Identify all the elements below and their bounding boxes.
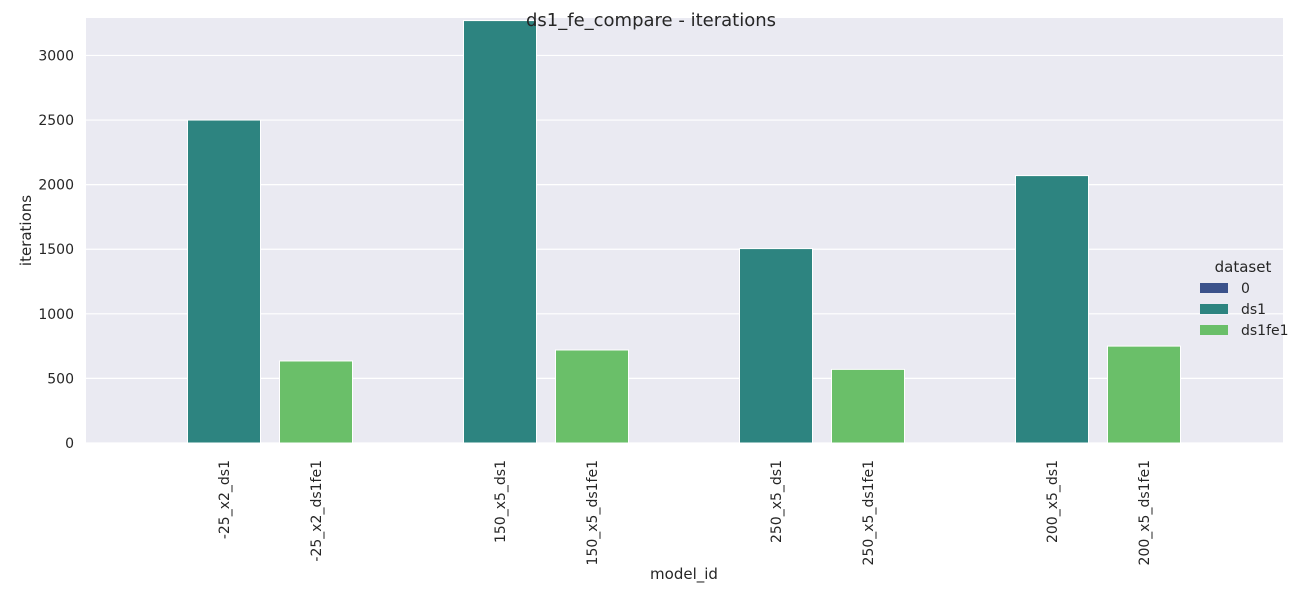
x-tick-label: 200_x5_ds1fe1	[1137, 460, 1153, 565]
legend-swatch-ds1	[1200, 304, 1228, 314]
legend-title: dataset	[1215, 258, 1272, 276]
legend-label-ds1fe1: ds1fe1	[1241, 323, 1289, 339]
legend-swatch-ds1fe1	[1200, 325, 1228, 335]
bar-200_x5_ds1	[1015, 175, 1089, 444]
bar--25_x2_ds1fe1	[279, 360, 353, 444]
y-axis-label: iterations	[17, 195, 35, 266]
plot-background	[86, 18, 1283, 443]
legend-label-0: 0	[1241, 281, 1250, 297]
y-tick-label: 1000	[38, 307, 74, 323]
y-axis-ticks: 0 500 1000 1500 2000 2500 3000	[38, 48, 74, 452]
y-tick-label: 1500	[38, 242, 74, 258]
x-axis-ticks: -25_x2_ds1 -25_x2_ds1fe1 150_x5_ds1 150_x5_…	[217, 460, 1153, 565]
legend: dataset 0 ds1 ds1fe1	[1200, 258, 1289, 339]
y-tick-label: 3000	[38, 48, 74, 64]
y-tick-label: 500	[47, 371, 74, 387]
x-tick-label: 250_x5_ds1	[769, 460, 785, 543]
y-tick-label: 0	[65, 436, 74, 452]
y-tick-label: 2000	[38, 178, 74, 194]
x-axis-label: model_id	[650, 565, 718, 584]
legend-label-ds1: ds1	[1241, 302, 1266, 318]
x-tick-label: 150_x5_ds1	[493, 460, 509, 543]
x-tick-label: -25_x2_ds1fe1	[309, 460, 325, 562]
x-tick-label: 200_x5_ds1	[1045, 460, 1061, 543]
bars	[187, 20, 1181, 444]
y-tick-label: 2500	[38, 113, 74, 129]
bar-250_x5_ds1fe1	[831, 368, 905, 444]
bar-150_x5_ds1fe1	[555, 349, 629, 444]
legend-swatch-0	[1200, 283, 1228, 293]
bar-250_x5_ds1	[739, 248, 813, 444]
bar-150_x5_ds1	[463, 20, 537, 444]
x-tick-label: 150_x5_ds1fe1	[585, 460, 601, 565]
bar-200_x5_ds1fe1	[1107, 345, 1181, 444]
bar--25_x2_ds1	[187, 119, 261, 444]
chart-title: ds1_fe_compare - iterations	[526, 10, 776, 31]
x-tick-label: 250_x5_ds1fe1	[861, 460, 877, 565]
x-tick-label: -25_x2_ds1	[217, 460, 233, 539]
